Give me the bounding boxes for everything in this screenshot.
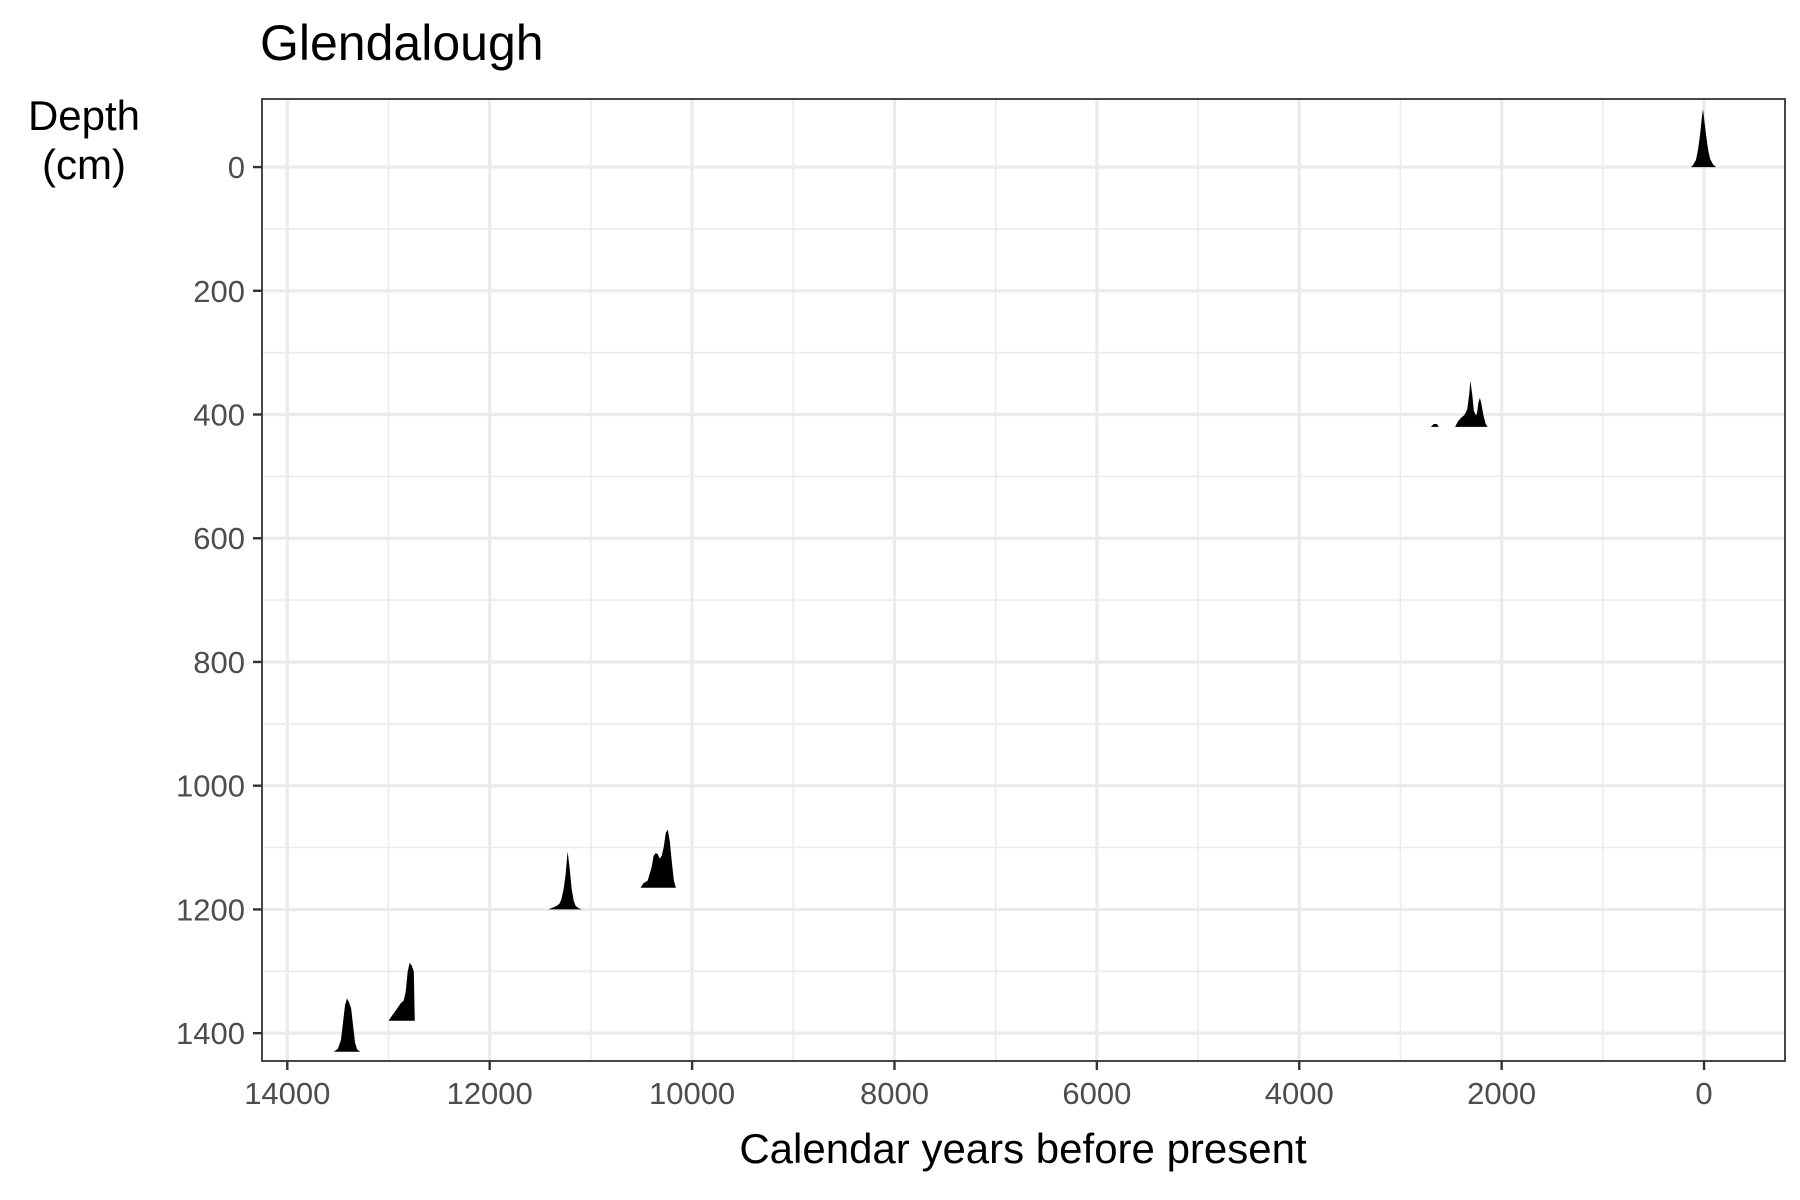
y-tick-label: 0 <box>228 150 245 185</box>
panel-background <box>262 99 1785 1061</box>
y-tick-label: 400 <box>193 398 245 433</box>
panel-border <box>261 98 1786 1062</box>
x-tick-label: 12000 <box>447 1076 533 1111</box>
y-tick-label: 1400 <box>176 1016 245 1051</box>
x-tick-label: 2000 <box>1467 1076 1536 1111</box>
y-tick-label: 1200 <box>176 892 245 927</box>
age-density-date-2 <box>1430 380 1488 427</box>
age-density-date-5 <box>388 962 415 1021</box>
y-tick-label: 800 <box>193 645 245 680</box>
x-tick-label: 4000 <box>1265 1076 1334 1111</box>
x-tick-label: 10000 <box>649 1076 735 1111</box>
age-density-date-3 <box>640 829 676 888</box>
x-tick-label: 14000 <box>244 1076 330 1111</box>
minor-gridlines <box>262 99 1785 1061</box>
y-axis: 0 200 400 600 800 1000 1200 1400 <box>176 150 262 1051</box>
plot-panel <box>261 98 1786 1062</box>
x-axis: 14000 12000 10000 8000 6000 4000 2000 0 <box>244 1061 1713 1111</box>
y-tick-label: 600 <box>193 521 245 556</box>
age-densities <box>333 109 1717 1052</box>
y-tick-label: 1000 <box>176 769 245 804</box>
age-density-date-1 <box>1690 109 1717 168</box>
age-density-date-6 <box>333 998 361 1052</box>
x-tick-label: 6000 <box>1062 1076 1131 1111</box>
chart-title: Glendalough <box>260 15 544 71</box>
y-tick-label: 200 <box>193 274 245 309</box>
x-axis-label: Calendar years before present <box>739 1125 1307 1172</box>
y-axis-label-line-2: (cm) <box>42 141 126 188</box>
x-tick-label: 8000 <box>860 1076 929 1111</box>
y-axis-label-line-1: Depth <box>28 92 140 139</box>
x-tick-label: 0 <box>1695 1076 1712 1111</box>
major-gridlines <box>262 99 1785 1061</box>
age-density-date-4 <box>548 851 582 910</box>
